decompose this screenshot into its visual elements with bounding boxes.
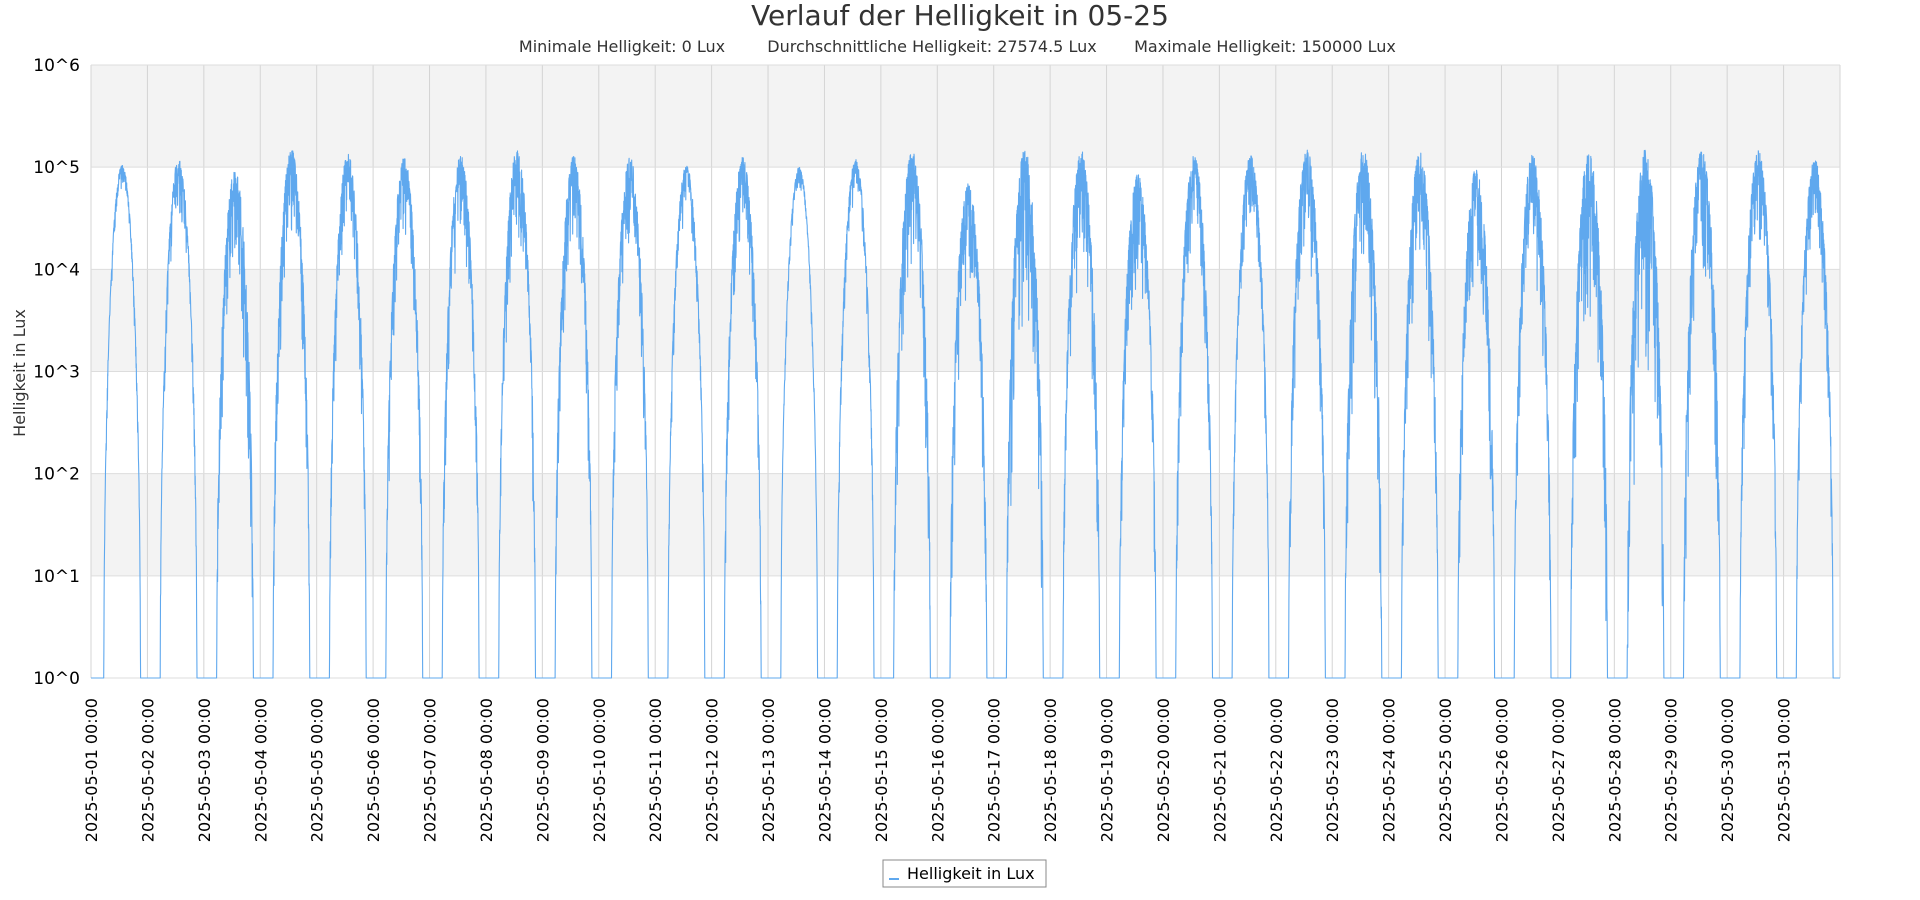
x-tick-label: 2025-05-13 00:00	[759, 698, 778, 842]
x-tick-label: 2025-05-27 00:00	[1549, 698, 1568, 842]
x-tick-label: 2025-05-23 00:00	[1323, 698, 1342, 842]
x-tick-label: 2025-05-08 00:00	[477, 698, 496, 842]
chart-title: Verlauf der Helligkeit in 05-25	[751, 0, 1169, 32]
x-tick-label: 2025-05-03 00:00	[195, 698, 214, 842]
x-tick-label: 2025-05-28 00:00	[1605, 698, 1624, 842]
subtitle-max: Maximale Helligkeit: 150000 Lux	[1134, 37, 1396, 56]
x-tick-label: 2025-05-11 00:00	[646, 698, 665, 842]
x-tick-label: 2025-05-01 00:00	[82, 698, 101, 842]
x-tick-label: 2025-05-12 00:00	[703, 698, 722, 842]
x-tick-label: 2025-05-31 00:00	[1775, 698, 1794, 842]
y-tick-label: 10^1	[33, 567, 80, 587]
x-tick-label: 2025-05-05 00:00	[308, 698, 327, 842]
x-tick-label: 2025-05-20 00:00	[1154, 698, 1173, 842]
y-axis-ticks: 10^0 10^1 10^2 10^3 10^4 10^5 10^6	[33, 56, 80, 689]
y-axis-label: Helligkeit in Lux	[10, 309, 29, 437]
x-tick-label: 2025-05-17 00:00	[985, 698, 1004, 842]
x-tick-label: 2025-05-22 00:00	[1267, 698, 1286, 842]
x-tick-label: 2025-05-06 00:00	[364, 698, 383, 842]
x-tick-label: 2025-05-09 00:00	[533, 698, 552, 842]
y-tick-label: 10^0	[33, 669, 80, 689]
legend-box	[882, 859, 1047, 888]
x-tick-label: 2025-05-07 00:00	[421, 698, 440, 842]
y-tick-label: 10^2	[33, 465, 80, 485]
band-decade-0	[91, 575, 1840, 678]
x-tick-label: 2025-05-30 00:00	[1718, 698, 1737, 842]
horizontal-gridlines	[91, 64, 1840, 679]
x-tick-label: 2025-05-19 00:00	[1098, 698, 1117, 842]
band-decade-1	[91, 473, 1840, 576]
series-line-helligkeit	[90, 149, 1841, 679]
x-tick-label: 2025-05-16 00:00	[928, 698, 947, 842]
y-tick-label: 10^3	[33, 363, 80, 383]
y-tick-label: 10^6	[33, 56, 80, 76]
y-tick-label: 10^5	[33, 158, 80, 178]
y-tick-label: 10^4	[33, 260, 80, 280]
subtitle-min: Minimale Helligkeit: 0 Lux	[519, 37, 725, 56]
legend: Helligkeit in Lux	[882, 859, 1047, 888]
x-axis-ticks: 2025-05-01 00:00 2025-05-02 00:00 2025-05-…	[82, 698, 1794, 842]
x-tick-label: 2025-05-18 00:00	[1041, 698, 1060, 842]
x-tick-label: 2025-05-14 00:00	[815, 698, 834, 842]
x-tick-label: 2025-05-02 00:00	[138, 698, 157, 842]
x-tick-label: 2025-05-29 00:00	[1662, 698, 1681, 842]
x-tick-label: 2025-05-26 00:00	[1492, 698, 1511, 842]
x-tick-label: 2025-05-15 00:00	[872, 698, 891, 842]
x-tick-label: 2025-05-24 00:00	[1380, 698, 1399, 842]
x-tick-label: 2025-05-10 00:00	[590, 698, 609, 842]
x-tick-label: 2025-05-04 00:00	[251, 698, 270, 842]
legend-label: Helligkeit in Lux	[907, 864, 1035, 883]
x-tick-label: 2025-05-25 00:00	[1436, 698, 1455, 842]
subtitle-avg: Durchschnittliche Helligkeit: 27574.5 Lu…	[767, 37, 1096, 56]
x-tick-label: 2025-05-21 00:00	[1210, 698, 1229, 842]
band-decade-5	[91, 65, 1840, 168]
